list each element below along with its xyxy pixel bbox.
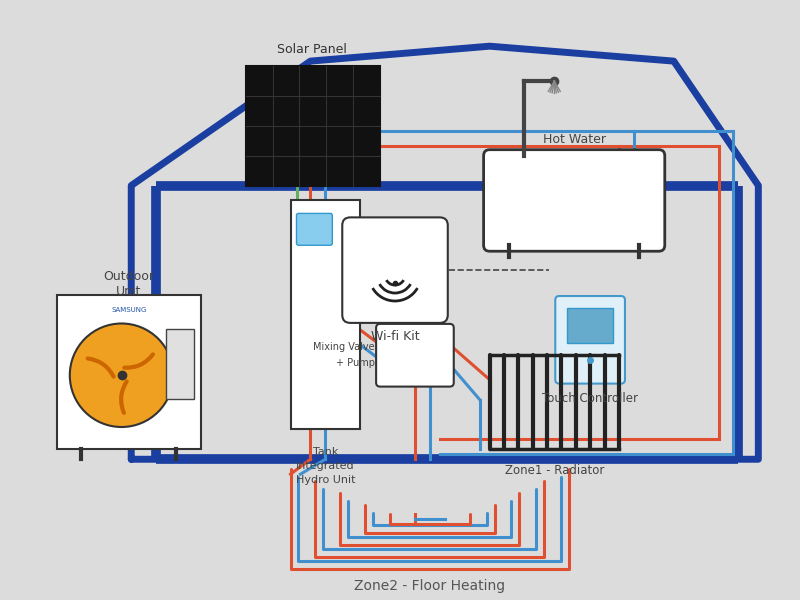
- Text: Outdoor: Outdoor: [103, 270, 154, 283]
- Text: Solar Panel: Solar Panel: [278, 43, 347, 56]
- Text: Integrated: Integrated: [296, 461, 354, 471]
- Text: Hydro Unit: Hydro Unit: [295, 475, 355, 485]
- FancyBboxPatch shape: [484, 149, 665, 251]
- Bar: [290, 200, 360, 430]
- FancyBboxPatch shape: [297, 214, 332, 245]
- Bar: [246, 66, 380, 185]
- Text: Zone1 - Radiator: Zone1 - Radiator: [505, 464, 604, 477]
- Text: Touch Controller: Touch Controller: [542, 392, 638, 404]
- FancyBboxPatch shape: [376, 324, 454, 386]
- Text: Tank: Tank: [313, 448, 338, 457]
- Text: Unit: Unit: [116, 285, 142, 298]
- FancyBboxPatch shape: [555, 296, 625, 383]
- Text: Hot Water: Hot Water: [542, 133, 606, 146]
- FancyBboxPatch shape: [342, 217, 448, 323]
- Bar: [57, 295, 201, 449]
- Text: Wi-fi Kit: Wi-fi Kit: [370, 330, 419, 343]
- Text: Mixing Valve: Mixing Valve: [314, 342, 375, 352]
- Bar: [166, 329, 194, 398]
- Circle shape: [70, 323, 174, 427]
- Text: + Pump: + Pump: [336, 358, 375, 368]
- Bar: [567, 308, 613, 343]
- Text: SAMSUNG: SAMSUNG: [111, 307, 146, 313]
- Text: Zone2 - Floor Heating: Zone2 - Floor Heating: [354, 579, 506, 593]
